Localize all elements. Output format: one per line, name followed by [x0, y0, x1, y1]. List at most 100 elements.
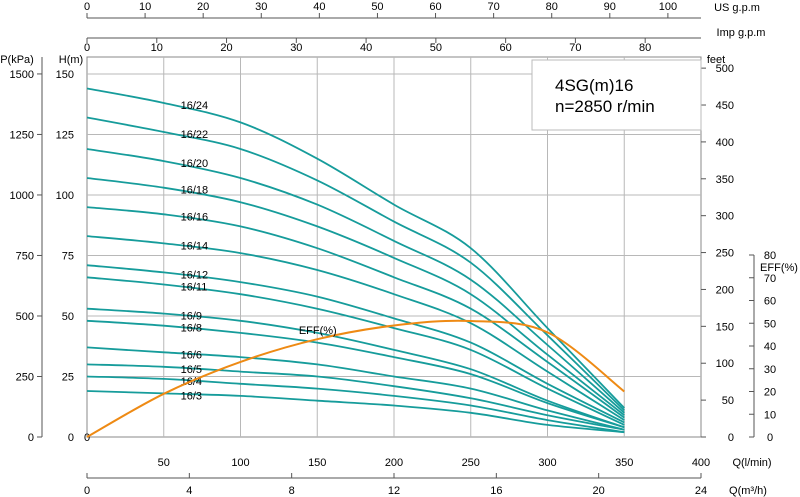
x-tick-label-lpm: 200 — [385, 457, 403, 469]
x-axis-label-m3h: Q(m³/h) — [729, 485, 767, 497]
x-tick-label-lpm: 250 — [462, 457, 480, 469]
x-tick-label-usgpm: 100 — [659, 1, 677, 13]
y-tick-label-feet: 100 — [716, 358, 734, 370]
y-tick-label-head: 150 — [56, 69, 74, 81]
series-line — [86, 177, 625, 416]
chart-title: 4SG(m)16 — [555, 76, 633, 95]
x-tick-label-m3h: 12 — [388, 485, 400, 497]
series-line — [86, 319, 625, 429]
series-label: 16/14 — [181, 240, 209, 252]
series-line — [86, 307, 625, 429]
series-label: 16/18 — [181, 185, 209, 197]
x-tick-label-impgpm: 40 — [360, 42, 372, 54]
y-tick-label-eff: 50 — [764, 318, 776, 330]
x-tick-label-usgpm: 70 — [487, 1, 499, 13]
series-line — [86, 206, 625, 419]
x-tick-label-impgpm: 70 — [569, 42, 581, 54]
x-tick-label-usgpm: 40 — [313, 1, 325, 13]
y-tick-label-eff: 30 — [764, 364, 776, 376]
series-line — [86, 235, 625, 421]
y-tick-label-kpa: 1000 — [10, 190, 34, 202]
x-tick-label-usgpm: 90 — [604, 1, 616, 13]
y-tick-label-head: 125 — [56, 129, 74, 141]
y-tick-label-eff: 20 — [764, 387, 776, 399]
x-tick-label-m3h: 8 — [289, 485, 295, 497]
x-tick-label-impgpm: 10 — [151, 42, 163, 54]
x-tick-label-lpm: 150 — [308, 457, 326, 469]
x-tick-label-impgpm: 80 — [639, 42, 651, 54]
y-tick-label-head: 50 — [62, 311, 74, 323]
series-label: 16/22 — [181, 129, 209, 141]
series-label: 16/3 — [181, 390, 202, 402]
y-tick-label-feet: 150 — [716, 321, 734, 333]
x-tick-label-lpm: 50 — [158, 457, 170, 469]
y-tick-label-feet: 400 — [716, 137, 734, 149]
series-line — [86, 276, 625, 426]
x-tick-label-lpm: 350 — [615, 457, 633, 469]
series-label: 16/11 — [181, 282, 208, 294]
y-tick-label-eff: 80 — [764, 250, 776, 262]
y-tick-label-feet: 0 — [728, 432, 734, 444]
x-tick-label-impgpm: 60 — [500, 42, 512, 54]
y-axis-label-kpa: P(kPa) — [0, 54, 34, 66]
series-label: 16/16 — [181, 211, 209, 223]
series-line — [86, 148, 625, 414]
series-line — [86, 264, 625, 424]
chart-subtitle: n=2850 r/min — [555, 97, 655, 116]
y-tick-label-feet: 200 — [716, 284, 734, 296]
x-tick-label-m3h: 16 — [490, 485, 502, 497]
x-tick-label-impgpm: 50 — [430, 42, 442, 54]
y-tick-label-kpa: 750 — [16, 250, 34, 262]
series-line — [86, 363, 625, 431]
y-tick-label-eff: 0 — [767, 432, 773, 444]
x-tick-label-lpm: 300 — [538, 457, 556, 469]
y-tick-label-kpa: 0 — [28, 432, 34, 444]
y-tick-label-eff: 10 — [764, 409, 776, 421]
x-tick-label-usgpm: 50 — [371, 1, 383, 13]
x-tick-label-m3h: 20 — [593, 485, 605, 497]
x-tick-label-lpm: 100 — [231, 457, 249, 469]
x-tick-label-impgpm: 0 — [84, 42, 90, 54]
y-tick-label-feet: 450 — [716, 100, 734, 112]
series-label: 16/5 — [181, 364, 202, 376]
y-tick-label-kpa: 1250 — [10, 129, 34, 141]
x-tick-label-usgpm: 60 — [429, 1, 441, 13]
x-axis-label-impgpm: Imp g.p.m — [717, 27, 766, 39]
x-tick-label-m3h: 0 — [84, 485, 90, 497]
x-tick-label-usgpm: 80 — [546, 1, 558, 13]
series-label: 16/20 — [181, 158, 209, 170]
x-tick-label-impgpm: 30 — [290, 42, 302, 54]
series-label: 16/12 — [181, 269, 209, 281]
series-line — [86, 346, 625, 431]
x-tick-label-m3h: 4 — [186, 485, 192, 497]
x-axis-label-lpm: Q(l/min) — [732, 457, 771, 469]
y-tick-label-eff: 70 — [764, 273, 776, 285]
x-tick-label-m3h: 24 — [695, 485, 707, 497]
x-tick-label-usgpm: 20 — [197, 1, 209, 13]
y-axis-label-head: H(m) — [59, 54, 83, 66]
title-box — [531, 59, 702, 131]
x-tick-label-usgpm: 0 — [84, 1, 90, 13]
y-tick-label-kpa: 500 — [16, 311, 34, 323]
y-tick-label-feet: 50 — [722, 395, 734, 407]
series-line — [86, 116, 625, 412]
y-tick-label-kpa: 1500 — [10, 69, 34, 81]
y-axis-label-feet: feet — [707, 54, 725, 66]
y-tick-label-head: 75 — [62, 250, 74, 262]
x-tick-label-usgpm: 30 — [255, 1, 267, 13]
series-label: 16/8 — [181, 323, 202, 335]
x-tick-label-lpm: 400 — [692, 457, 710, 469]
x-axis-label-usgpm: US g.p.m — [714, 2, 760, 14]
y-tick-label-head: 0 — [68, 432, 74, 444]
y-tick-label-feet: 300 — [716, 211, 734, 223]
efficiency-label: EFF(%) — [299, 325, 337, 337]
y-tick-label-eff: 60 — [764, 296, 776, 308]
series-label: 16/9 — [181, 311, 202, 323]
series-line — [86, 375, 625, 434]
x-tick-label-lpm-zero: 0 — [84, 432, 90, 444]
y-tick-label-feet: 500 — [716, 63, 734, 75]
series-line — [86, 87, 625, 409]
x-tick-label-usgpm: 10 — [139, 1, 151, 13]
